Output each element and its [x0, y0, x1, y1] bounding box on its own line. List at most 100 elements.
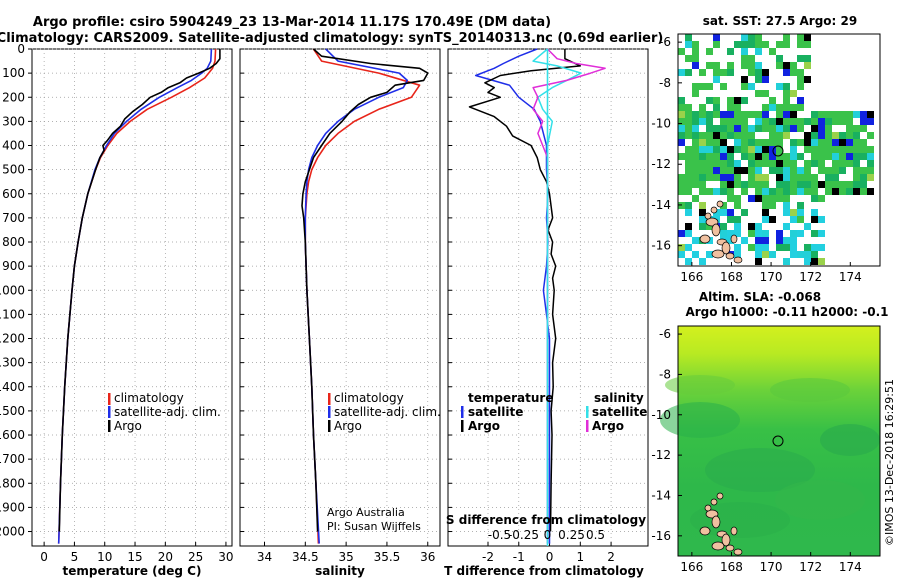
sst-cell [734, 104, 741, 111]
salinity-series-satellite [304, 48, 409, 544]
sst-cell [790, 188, 797, 195]
sst-cell [776, 153, 783, 160]
sst-cell [797, 139, 804, 146]
difference-top-axis-label: S difference from climatology [446, 513, 646, 527]
sst-cell [804, 188, 811, 195]
sst-cell [727, 174, 734, 181]
sst-cell [783, 202, 790, 209]
sst-cell [846, 188, 853, 195]
sst-cell [825, 118, 832, 125]
sst-cell [685, 202, 692, 209]
sst-cell [818, 258, 825, 265]
sst-cell [860, 167, 867, 174]
sst-cell [867, 167, 874, 174]
sst-cell [762, 251, 769, 258]
island [699, 234, 711, 244]
sst-cell [797, 153, 804, 160]
sst-cell [776, 132, 783, 139]
depth-tick-label: 400 [2, 139, 25, 153]
sst-cell [741, 181, 748, 188]
sst-cell [762, 209, 769, 216]
sst-cell [692, 181, 699, 188]
sst-cell [762, 160, 769, 167]
map-lat-label: -6 [659, 35, 671, 49]
sst-cell [839, 111, 846, 118]
sst-cell [755, 76, 762, 83]
sst-cell [867, 153, 874, 160]
depth-tick-label: 700 [2, 211, 25, 225]
depth-axis: 0 100 200 300 400 500 600 700 800 900 1000 1100 1200… [0, 42, 32, 539]
legend-satellite-swatch [328, 406, 331, 418]
s-diff-tick-label: 0.5 [586, 528, 605, 542]
sst-cell [790, 139, 797, 146]
sst-cell [867, 118, 874, 125]
sst-cell [692, 118, 699, 125]
sst-cell [762, 202, 769, 209]
sst-cell [846, 153, 853, 160]
sst-cell [734, 195, 741, 202]
sst-cell [762, 41, 769, 48]
sst-cell [699, 181, 706, 188]
sst-cell [713, 62, 720, 69]
sst-cell [818, 146, 825, 153]
sst-cell [762, 174, 769, 181]
sst-cell [755, 41, 762, 48]
sst-cell [727, 69, 734, 76]
sst-cell [727, 195, 734, 202]
sst-cell [818, 216, 825, 223]
sst-cell [762, 216, 769, 223]
sst-cell [685, 55, 692, 62]
sst-cell [699, 188, 706, 195]
sst-cell [755, 69, 762, 76]
difference-legend: temperature satellite Argo salinity sate… [461, 391, 647, 433]
sst-cell [811, 181, 818, 188]
sst-cell [741, 62, 748, 69]
sst-cell [825, 153, 832, 160]
sst-cell [706, 223, 713, 230]
sst-cell [797, 76, 804, 83]
sst-map-title: sat. SST: 27.5 Argo: 29 [703, 14, 857, 28]
sla-map-frame [677, 325, 881, 557]
sst-cell [727, 132, 734, 139]
sst-cell [692, 251, 699, 258]
sst-cell [804, 146, 811, 153]
sst-cell [846, 181, 853, 188]
sst-cell [713, 174, 720, 181]
sst-cell [853, 132, 860, 139]
sst-cell [783, 209, 790, 216]
sst-cell [797, 188, 804, 195]
sst-cell [783, 118, 790, 125]
sst-cell [846, 111, 853, 118]
sst-cell [720, 209, 727, 216]
sst-cell [713, 104, 720, 111]
x-tick-label: 20 [158, 550, 173, 564]
sst-cell [734, 125, 741, 132]
sst-cell [741, 83, 748, 90]
sst-cell [685, 153, 692, 160]
sst-cell [783, 258, 790, 265]
sst-cell [811, 209, 818, 216]
sla-texture-blob [705, 448, 815, 492]
depth-tick-label: 1700 [0, 452, 25, 466]
sst-cell [825, 174, 832, 181]
sst-cell [860, 146, 867, 153]
sst-cell [776, 244, 783, 251]
sst-cell [678, 153, 685, 160]
sst-cell [783, 188, 790, 195]
sst-cell [839, 160, 846, 167]
legend-sal-argo-label: Argo [592, 419, 624, 433]
island [733, 256, 743, 264]
sst-cell [776, 111, 783, 118]
sst-cell [685, 125, 692, 132]
sla-map-islands [699, 492, 743, 556]
sst-cell [734, 111, 741, 118]
legend-sal-satellite-label: satellite [592, 405, 647, 419]
sst-cell [720, 83, 727, 90]
sst-cell [783, 83, 790, 90]
sst-cell [678, 97, 685, 104]
sst-cell [713, 146, 720, 153]
sst-cell [811, 195, 818, 202]
sst-cell [797, 251, 804, 258]
sst-cell [741, 167, 748, 174]
sst-cell [762, 153, 769, 160]
